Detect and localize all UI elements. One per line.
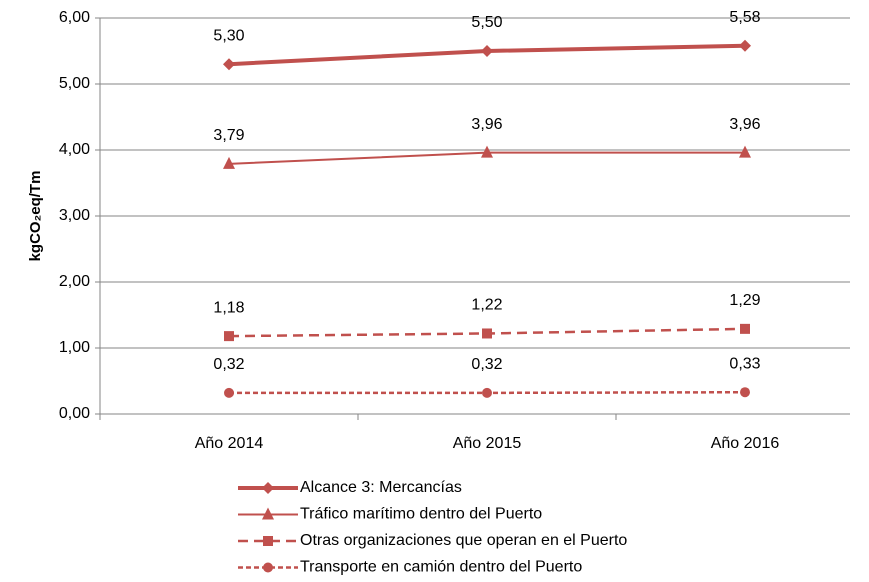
y-tick-label: 1,00 [59, 339, 90, 356]
marker [482, 387, 492, 398]
data-label: 0,33 [729, 355, 760, 372]
y-tick-label: 6,00 [59, 9, 90, 26]
data-label: 1,29 [729, 292, 760, 309]
legend-label: Otras organizaciones que operan en el Pu… [300, 532, 627, 549]
y-tick-label: 3,00 [59, 207, 90, 224]
marker [224, 387, 234, 398]
y-tick-label: 0,00 [59, 405, 90, 422]
marker [482, 328, 492, 339]
marker [263, 536, 273, 546]
y-tick-label: 5,00 [59, 75, 90, 92]
marker [262, 482, 274, 494]
y-axis-label: kgCO₂eq/Tm [27, 171, 44, 262]
data-label: 3,79 [213, 127, 244, 144]
y-tick-label: 4,00 [59, 141, 90, 158]
x-tick-label: Año 2015 [453, 435, 522, 452]
data-label: 0,32 [471, 356, 502, 373]
marker [224, 331, 234, 342]
marker [481, 45, 493, 57]
marker [481, 145, 493, 158]
legend-label: Tráfico marítimo dentro del Puerto [300, 506, 542, 523]
marker [223, 156, 235, 169]
marker [263, 562, 273, 573]
data-label: 0,32 [213, 356, 244, 373]
x-tick-label: Año 2016 [711, 435, 780, 452]
data-label: 5,30 [213, 27, 244, 44]
legend-label: Alcance 3: Mercancías [300, 479, 462, 496]
data-label: 5,50 [471, 14, 502, 31]
y-tick-label: 2,00 [59, 273, 90, 290]
marker [740, 323, 750, 334]
legend-label: Transporte en camión dentro del Puerto [300, 559, 582, 576]
data-label: 1,18 [213, 299, 244, 316]
data-label: 5,58 [729, 9, 760, 26]
data-label: 3,96 [471, 116, 502, 133]
data-label: 1,22 [471, 297, 502, 314]
marker [262, 507, 274, 520]
x-tick-label: Año 2014 [195, 435, 264, 452]
marker [740, 387, 750, 398]
marker [739, 145, 751, 158]
marker [223, 58, 235, 71]
data-label: 3,96 [729, 116, 760, 133]
marker [739, 39, 751, 52]
